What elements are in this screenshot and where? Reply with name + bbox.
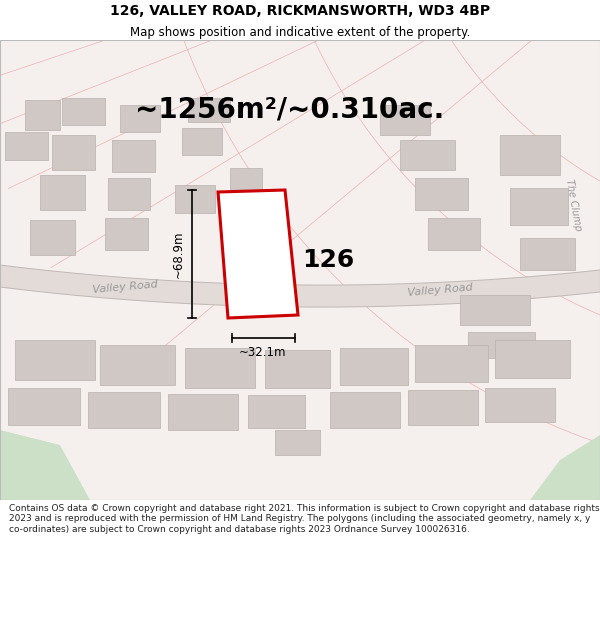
Polygon shape [40, 175, 85, 210]
Polygon shape [495, 340, 570, 378]
Polygon shape [5, 132, 48, 160]
Polygon shape [30, 220, 75, 255]
Polygon shape [510, 188, 568, 225]
Polygon shape [520, 238, 575, 270]
Polygon shape [15, 340, 95, 380]
Polygon shape [340, 348, 408, 385]
Polygon shape [428, 218, 480, 250]
Text: Contains OS data © Crown copyright and database right 2021. This information is : Contains OS data © Crown copyright and d… [9, 504, 599, 534]
Text: The Clump: The Clump [563, 178, 583, 232]
Polygon shape [62, 98, 105, 125]
Polygon shape [330, 392, 400, 428]
Polygon shape [108, 178, 150, 210]
Polygon shape [175, 185, 215, 213]
Polygon shape [415, 345, 488, 382]
Polygon shape [100, 345, 175, 385]
Polygon shape [468, 332, 535, 358]
Text: 126, VALLEY ROAD, RICKMANSWORTH, WD3 4BP: 126, VALLEY ROAD, RICKMANSWORTH, WD3 4BP [110, 4, 490, 18]
Polygon shape [530, 435, 600, 500]
Polygon shape [230, 168, 262, 195]
Text: ~1256m²/~0.310ac.: ~1256m²/~0.310ac. [136, 96, 445, 124]
Polygon shape [248, 395, 305, 428]
Polygon shape [188, 98, 230, 122]
Polygon shape [0, 265, 600, 307]
Polygon shape [0, 430, 90, 500]
Polygon shape [265, 350, 330, 388]
Polygon shape [168, 394, 238, 430]
Polygon shape [185, 348, 255, 388]
Polygon shape [112, 140, 155, 172]
Polygon shape [52, 135, 95, 170]
Polygon shape [120, 105, 160, 132]
Text: ~68.9m: ~68.9m [172, 230, 185, 278]
Text: Valley Road: Valley Road [92, 279, 158, 295]
Polygon shape [408, 390, 478, 425]
Polygon shape [105, 218, 148, 250]
Polygon shape [380, 105, 430, 135]
Polygon shape [25, 100, 60, 130]
Polygon shape [88, 392, 160, 428]
Polygon shape [400, 140, 455, 170]
Polygon shape [500, 135, 560, 175]
Polygon shape [8, 388, 80, 425]
Text: ~32.1m: ~32.1m [239, 346, 287, 359]
Polygon shape [218, 190, 298, 318]
Polygon shape [485, 388, 555, 422]
Polygon shape [275, 430, 320, 455]
Text: 126: 126 [302, 248, 354, 272]
Polygon shape [460, 295, 530, 325]
Text: Map shows position and indicative extent of the property.: Map shows position and indicative extent… [130, 26, 470, 39]
Polygon shape [182, 128, 222, 155]
Text: Valley Road: Valley Road [407, 282, 473, 298]
Polygon shape [415, 178, 468, 210]
